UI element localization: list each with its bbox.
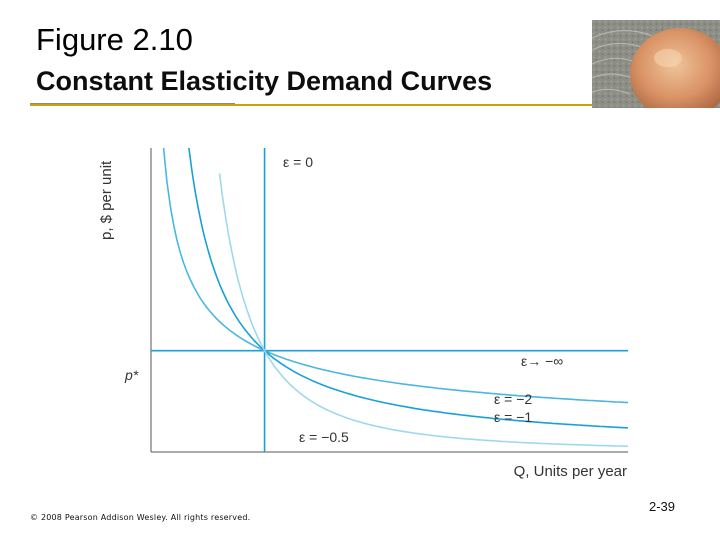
title-rule-thin — [30, 103, 235, 104]
series-label-2: ε = −2 — [494, 391, 532, 407]
x-axis-label: Q, Units per year — [514, 463, 627, 480]
series-label-3: ε = −1 — [494, 409, 532, 425]
p-star-tick-label: p* — [124, 367, 139, 383]
demand-curve-3 — [188, 147, 629, 429]
series-label-0: ε = 0 — [283, 154, 313, 170]
y-axis-label: p, $ per unit — [98, 160, 115, 240]
slide-subtitle: Constant Elasticity Demand Curves — [36, 66, 493, 96]
series-label-4: ε = −0.5 — [299, 429, 349, 445]
title-rule — [30, 104, 592, 106]
series-label-1: ε→ −∞ — [521, 353, 563, 369]
demand-curve-2 — [162, 147, 629, 404]
sandstone-rock-photo-icon — [592, 20, 720, 108]
copyright-notice: © 2008 Pearson Addison Wesley. All right… — [30, 513, 251, 522]
slide-title: Figure 2.10 — [36, 22, 193, 57]
demand-curve-4 — [218, 173, 629, 448]
slide-number: 2-39 — [649, 499, 676, 514]
